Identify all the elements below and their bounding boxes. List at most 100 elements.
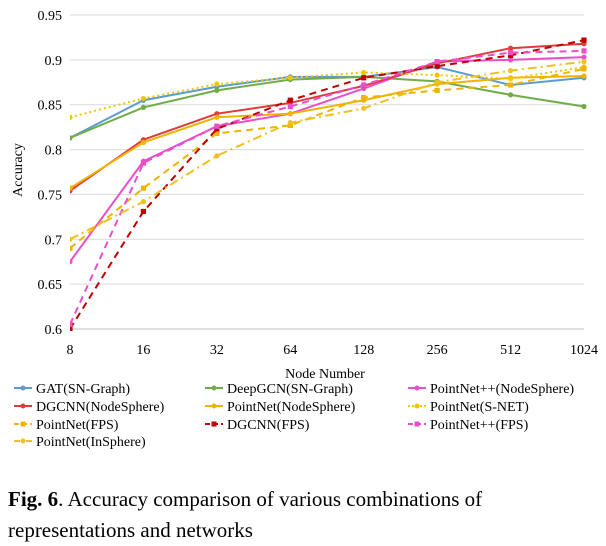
data-point — [140, 199, 147, 205]
series-lines — [70, 37, 587, 331]
data-point — [70, 236, 73, 242]
legend-item: PointNet(FPS) — [14, 418, 119, 433]
data-point — [287, 75, 293, 81]
data-point — [581, 59, 587, 65]
series-group — [70, 73, 587, 191]
data-point — [507, 76, 514, 82]
data-point — [434, 59, 440, 65]
series-line — [70, 49, 585, 325]
x-tick-label: 1024 — [570, 343, 598, 358]
legend-swatch-marker — [20, 438, 26, 444]
legend-swatch-marker — [211, 385, 217, 391]
y-tick-label: 0.9 — [45, 54, 63, 69]
data-point — [70, 259, 73, 265]
series-group — [70, 48, 587, 328]
x-tick-label: 128 — [353, 343, 374, 358]
legend-item: PointNet(S-NET) — [408, 400, 529, 415]
data-point — [140, 185, 147, 191]
grid-lines — [70, 14, 584, 330]
data-point — [581, 54, 587, 60]
legend-label: DGCNN(NodeSphere) — [36, 400, 165, 415]
y-tick-label: 0.7 — [45, 233, 63, 248]
legend-item: PointNet++(NodeSphere) — [408, 382, 574, 397]
x-tick-label: 64 — [283, 343, 297, 358]
data-point — [287, 120, 293, 126]
data-point — [214, 153, 220, 159]
legend-label: PointNet++(NodeSphere) — [430, 382, 574, 397]
x-axis-ticks: 8 16 32 64 128 256 512 1024 — [67, 343, 599, 358]
data-point — [70, 135, 73, 141]
data-point — [361, 69, 367, 76]
data-point — [214, 111, 220, 117]
data-point — [507, 82, 514, 88]
x-tick-label: 32 — [210, 343, 224, 358]
x-tick-label: 256 — [427, 343, 448, 358]
series-line — [70, 67, 585, 250]
legend-label: GAT(SN-Graph) — [36, 382, 130, 397]
y-tick-label: 0.65 — [38, 278, 63, 293]
legend-swatch-marker — [20, 385, 26, 391]
y-tick-label: 0.75 — [38, 188, 63, 203]
legend-swatch-marker — [414, 385, 420, 391]
data-point — [434, 87, 440, 93]
legend-item: DGCNN(NodeSphere) — [14, 400, 165, 415]
legend-swatch-marker — [414, 421, 420, 427]
data-point — [287, 111, 293, 117]
series-line — [70, 66, 585, 119]
series-line — [70, 42, 585, 192]
x-tick-label: 512 — [500, 343, 521, 358]
data-point — [70, 114, 73, 120]
data-point — [140, 95, 147, 102]
data-point — [140, 160, 147, 166]
data-point — [507, 57, 514, 63]
data-point — [361, 82, 367, 88]
legend-swatch-marker — [211, 403, 217, 409]
data-point — [361, 94, 367, 101]
data-point — [70, 326, 73, 331]
y-axis-title: Accuracy — [11, 143, 26, 197]
series-group — [70, 37, 587, 331]
x-tick-label: 8 — [67, 343, 74, 358]
data-point — [70, 185, 73, 191]
data-point — [507, 92, 514, 98]
data-point — [581, 48, 587, 54]
line-chart: 0.6 0.65 0.7 0.75 0.8 0.85 0.9 0.95 8 16 32 64 128 2… — [11, 9, 599, 450]
x-axis-title: Node Number — [285, 367, 365, 382]
legend-label: PointNet(S-NET) — [430, 400, 529, 415]
data-point — [507, 50, 514, 56]
x-tick-label: 16 — [136, 343, 150, 358]
data-point — [507, 68, 514, 74]
series-line — [70, 75, 585, 189]
legend-label: DeepGCN(SN-Graph) — [227, 382, 353, 397]
data-point — [214, 126, 220, 132]
figure-caption: Fig. 6. Accuracy comparison of various c… — [8, 484, 600, 546]
series-line — [70, 39, 585, 330]
data-point — [507, 52, 514, 58]
data-point — [507, 45, 514, 51]
data-point — [287, 122, 293, 128]
legend-swatch-marker — [211, 421, 217, 427]
caption-text: . Accuracy comparison of various combina… — [8, 487, 483, 542]
legend-swatch-marker — [20, 403, 26, 409]
data-point — [581, 37, 587, 43]
data-point — [581, 66, 587, 72]
legend-swatch-marker — [414, 403, 420, 409]
y-tick-label: 0.6 — [45, 323, 63, 338]
data-point — [214, 87, 220, 93]
series-line — [70, 75, 585, 139]
legend-swatch-marker — [20, 421, 26, 427]
data-point — [361, 75, 367, 81]
data-point — [434, 72, 440, 78]
series-line — [70, 56, 585, 263]
data-point — [581, 73, 587, 79]
legend-label: DGCNN(FPS) — [227, 418, 310, 433]
series-group — [70, 59, 587, 242]
data-point — [434, 63, 440, 69]
data-point — [70, 321, 73, 328]
data-point — [214, 114, 220, 120]
data-point — [287, 103, 293, 110]
legend-item: GAT(SN-Graph) — [14, 382, 130, 397]
legend-label: PointNet(NodeSphere) — [227, 400, 356, 415]
series-line — [70, 60, 585, 241]
data-point — [214, 123, 220, 129]
